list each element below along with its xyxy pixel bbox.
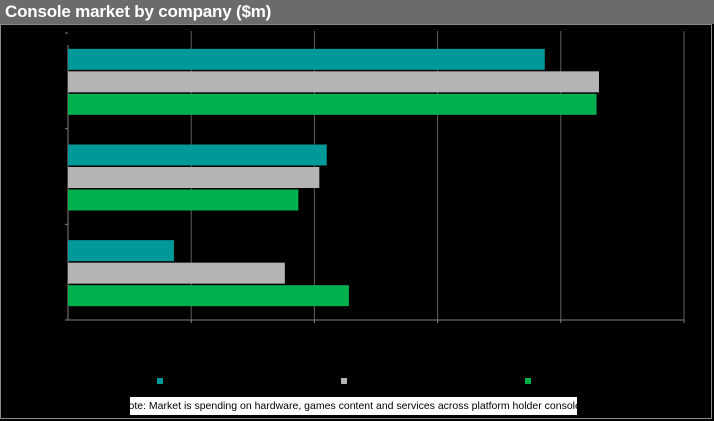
bar-cat3-series1 [68, 240, 174, 262]
chart-title: Console market by company ($m) [5, 2, 272, 21]
bar-cat3-series3 [68, 285, 349, 307]
bar-cat1-series2 [68, 71, 599, 93]
bar-cat1-series3 [68, 93, 597, 115]
legend-marker-series-2 [341, 378, 347, 384]
bar-cat3-series2 [68, 262, 285, 284]
chart-note: Note: Market is spending on hardware, ga… [121, 397, 586, 415]
bar-cat2-series1 [68, 144, 327, 166]
legend-marker-series-1 [157, 378, 163, 384]
bar-cat2-series2 [68, 167, 320, 188]
chart-header: Console market by company ($m) [0, 0, 714, 24]
bar-cat1-series1 [68, 48, 545, 70]
legend-marker-series-3 [525, 378, 531, 384]
bar-cat2-series3 [68, 189, 299, 211]
